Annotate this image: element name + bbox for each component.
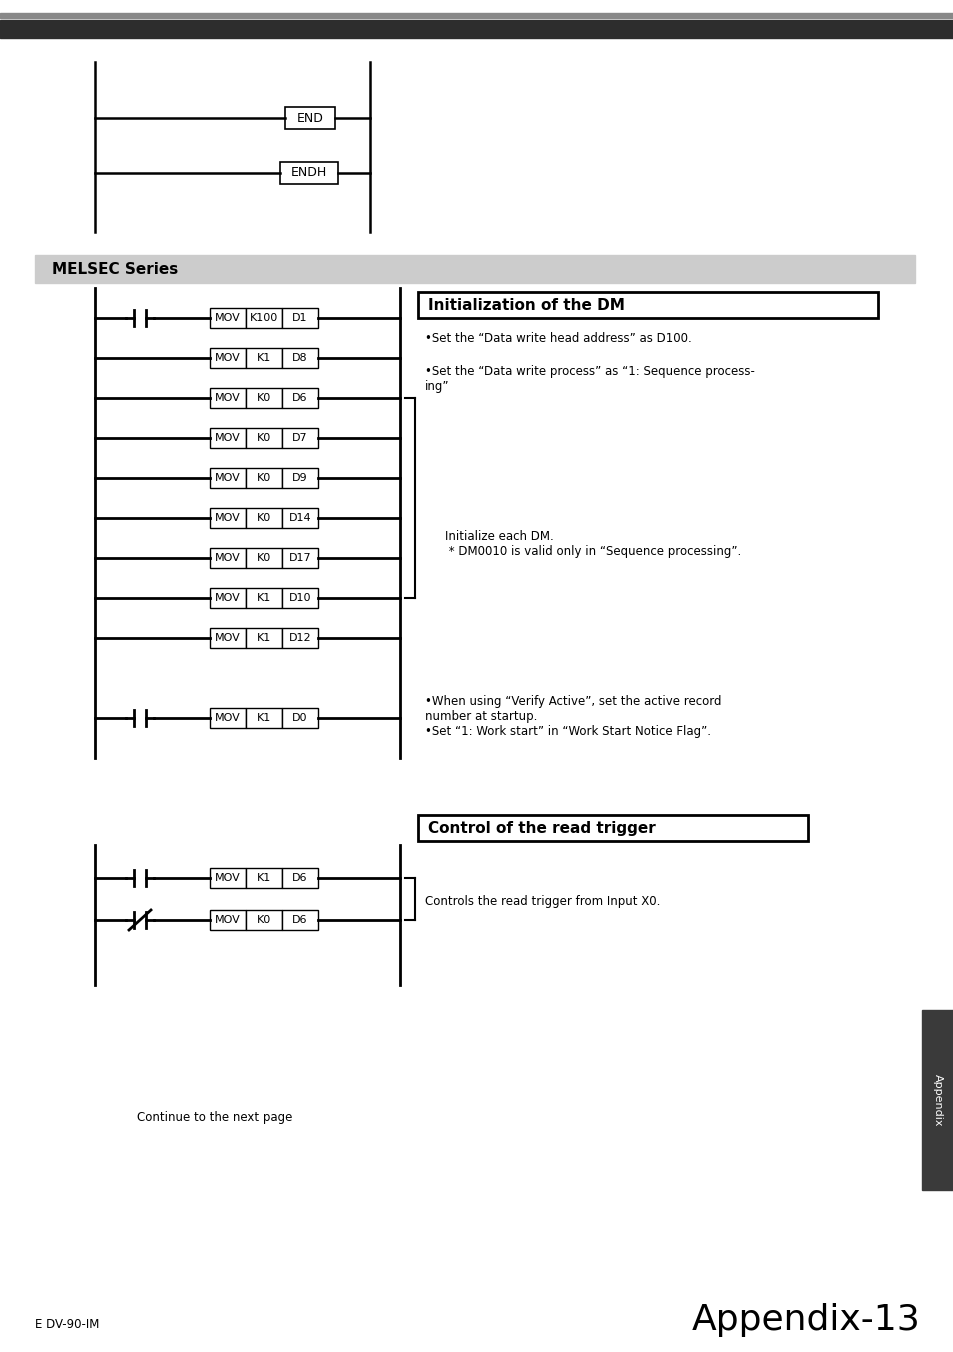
Text: K1: K1 bbox=[256, 713, 271, 723]
Bar bbox=[282, 868, 317, 888]
Text: K1: K1 bbox=[256, 594, 271, 603]
Bar bbox=[210, 388, 246, 408]
Bar bbox=[246, 708, 282, 727]
Bar bbox=[35, 256, 914, 283]
Bar bbox=[282, 708, 317, 727]
Text: MOV: MOV bbox=[214, 353, 240, 362]
Text: MELSEC Series: MELSEC Series bbox=[52, 261, 178, 277]
Bar bbox=[246, 588, 282, 608]
Text: MOV: MOV bbox=[214, 314, 240, 323]
Bar bbox=[417, 815, 807, 841]
Bar bbox=[282, 627, 317, 648]
Text: K0: K0 bbox=[256, 433, 271, 443]
Bar bbox=[0, 20, 953, 38]
Text: 7  PLC Program Examples: 7 PLC Program Examples bbox=[739, 22, 899, 35]
Text: MOV: MOV bbox=[214, 553, 240, 562]
Text: MOV: MOV bbox=[214, 512, 240, 523]
Bar bbox=[246, 910, 282, 930]
Text: MOV: MOV bbox=[214, 915, 240, 925]
Text: K0: K0 bbox=[256, 393, 271, 403]
Text: D6: D6 bbox=[292, 873, 308, 883]
Text: MOV: MOV bbox=[214, 393, 240, 403]
Text: D12: D12 bbox=[289, 633, 311, 644]
Text: K1: K1 bbox=[256, 353, 271, 362]
Bar bbox=[282, 508, 317, 529]
Text: D6: D6 bbox=[292, 393, 308, 403]
Bar bbox=[285, 107, 335, 128]
Text: ENDH: ENDH bbox=[291, 166, 327, 180]
Bar bbox=[282, 548, 317, 568]
Bar bbox=[246, 308, 282, 329]
Bar bbox=[210, 548, 246, 568]
Text: MOV: MOV bbox=[214, 594, 240, 603]
Text: Continue to the next page: Continue to the next page bbox=[137, 1111, 293, 1125]
Bar bbox=[282, 468, 317, 488]
Bar bbox=[282, 347, 317, 368]
Bar bbox=[246, 429, 282, 448]
Text: •Set the “Data write head address” as D100.: •Set the “Data write head address” as D1… bbox=[424, 333, 691, 345]
Text: MOV: MOV bbox=[214, 873, 240, 883]
Text: Appendix-13: Appendix-13 bbox=[691, 1303, 919, 1337]
Text: Controls the read trigger from Input X0.: Controls the read trigger from Input X0. bbox=[424, 895, 659, 909]
Text: END: END bbox=[296, 111, 323, 124]
Text: MOV: MOV bbox=[214, 433, 240, 443]
Bar bbox=[210, 708, 246, 727]
Text: K0: K0 bbox=[256, 512, 271, 523]
Bar bbox=[921, 1010, 953, 1190]
Bar bbox=[282, 429, 317, 448]
Text: D6: D6 bbox=[292, 915, 308, 925]
Bar bbox=[210, 588, 246, 608]
Text: K1: K1 bbox=[256, 633, 271, 644]
Text: D8: D8 bbox=[292, 353, 308, 362]
Bar bbox=[210, 508, 246, 529]
Text: K0: K0 bbox=[256, 915, 271, 925]
Text: D0: D0 bbox=[292, 713, 308, 723]
Bar bbox=[210, 429, 246, 448]
Text: MOV: MOV bbox=[214, 713, 240, 723]
Text: E DV-90-IM: E DV-90-IM bbox=[35, 1318, 99, 1332]
Text: K0: K0 bbox=[256, 553, 271, 562]
Bar bbox=[246, 627, 282, 648]
Bar bbox=[210, 468, 246, 488]
Text: D9: D9 bbox=[292, 473, 308, 483]
Bar bbox=[282, 588, 317, 608]
Bar bbox=[246, 548, 282, 568]
Bar bbox=[282, 388, 317, 408]
Bar bbox=[246, 868, 282, 888]
Bar bbox=[280, 162, 337, 184]
Text: Appendix: Appendix bbox=[932, 1073, 942, 1126]
Bar bbox=[210, 627, 246, 648]
Text: K1: K1 bbox=[256, 873, 271, 883]
Text: •Set the “Data write process” as “1: Sequence process-
ing”: •Set the “Data write process” as “1: Seq… bbox=[424, 365, 754, 393]
Bar bbox=[246, 347, 282, 368]
Text: K100: K100 bbox=[250, 314, 278, 323]
Bar bbox=[210, 868, 246, 888]
Text: Control of the read trigger: Control of the read trigger bbox=[428, 821, 655, 836]
Text: D7: D7 bbox=[292, 433, 308, 443]
Text: D10: D10 bbox=[289, 594, 311, 603]
Text: K0: K0 bbox=[256, 473, 271, 483]
Text: D1: D1 bbox=[292, 314, 308, 323]
Text: •When using “Verify Active”, set the active record
number at startup.
•Set “1: W: •When using “Verify Active”, set the act… bbox=[424, 695, 720, 738]
Bar bbox=[246, 468, 282, 488]
Text: Initialization of the DM: Initialization of the DM bbox=[428, 297, 624, 312]
Text: D17: D17 bbox=[289, 553, 311, 562]
Bar bbox=[210, 347, 246, 368]
Text: MOV: MOV bbox=[214, 473, 240, 483]
Bar bbox=[246, 508, 282, 529]
Bar bbox=[282, 910, 317, 930]
Bar bbox=[210, 910, 246, 930]
Text: D14: D14 bbox=[289, 512, 311, 523]
Bar bbox=[282, 308, 317, 329]
Bar bbox=[417, 292, 877, 318]
Bar bbox=[210, 308, 246, 329]
Bar bbox=[246, 388, 282, 408]
Bar bbox=[0, 14, 953, 18]
Text: MOV: MOV bbox=[214, 633, 240, 644]
Text: Initialize each DM.
 * DM0010 is valid only in “Sequence processing”.: Initialize each DM. * DM0010 is valid on… bbox=[444, 530, 740, 558]
